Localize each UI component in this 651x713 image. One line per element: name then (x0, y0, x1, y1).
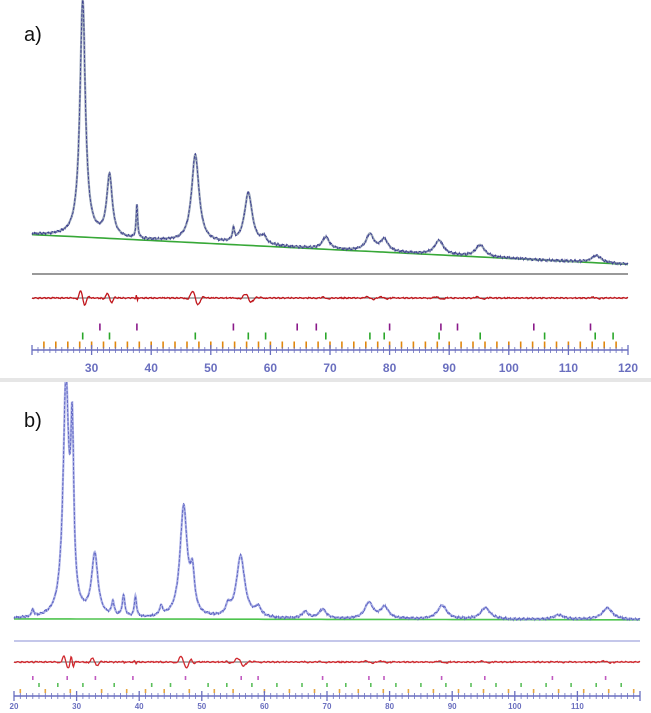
reflection-ticks-phase1 (31, 676, 607, 680)
x-tick-label: 80 (383, 361, 397, 375)
x-axis-minor-ticks (31, 345, 629, 355)
x-tick-label: 110 (559, 361, 579, 375)
x-tick-label: 40 (145, 361, 159, 375)
x-tick-label: 50 (197, 702, 206, 711)
x-tick-label: 120 (618, 361, 638, 375)
x-tick-label: 50 (204, 361, 218, 375)
panel-b-label: b) (24, 410, 42, 432)
panel-a-chart: 30 40 50 60 70 80 90 100 110 120 (31, 0, 638, 375)
panel-b-chart: 20 30 40 50 60 70 80 90 100 110 (10, 382, 641, 711)
difference-curve (13, 655, 641, 669)
x-tick-label: 20 (10, 702, 19, 711)
calculated-profile-line (13, 382, 640, 621)
x-tick-label: 70 (323, 702, 332, 711)
x-tick-label: 110 (571, 702, 584, 711)
panel-a-label: a) (24, 24, 42, 46)
x-tick-label: 100 (499, 361, 519, 375)
x-tick-label: 70 (323, 361, 337, 375)
observed-profile-line (13, 382, 641, 622)
x-tick-label: 90 (448, 702, 457, 711)
x-tick-label: 80 (385, 702, 394, 711)
x-tick-label: 60 (260, 702, 269, 711)
reflection-ticks-phase2 (81, 332, 614, 340)
calculated-profile-line (32, 0, 628, 266)
observed-profile-line (31, 0, 629, 267)
difference-curve (31, 290, 629, 307)
x-axis-minor-ticks (13, 691, 641, 701)
x-tick-label: 90 (443, 361, 457, 375)
panel-divider (0, 378, 651, 382)
x-tick-label: 40 (135, 702, 144, 711)
reflection-ticks-phase2 (38, 683, 623, 687)
reflection-ticks-phase1 (99, 323, 592, 331)
x-tick-label: 30 (85, 361, 99, 375)
x-tick-label: 30 (72, 702, 81, 711)
x-tick-label: 60 (264, 361, 278, 375)
x-tick-label: 100 (508, 702, 522, 711)
